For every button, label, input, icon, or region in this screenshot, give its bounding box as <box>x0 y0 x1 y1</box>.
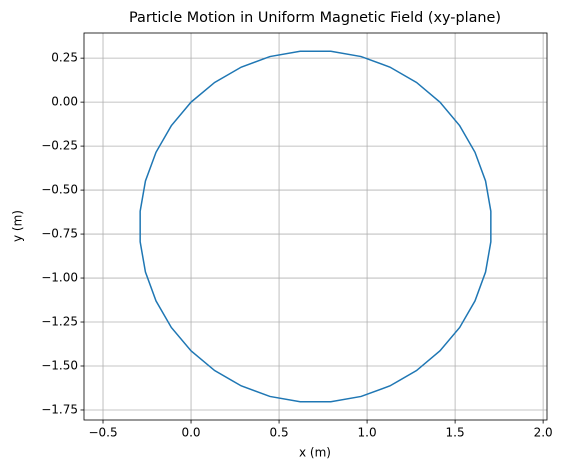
y-tick-label: −0.75 <box>41 227 78 241</box>
x-tick-label: −0.5 <box>88 426 117 440</box>
x-tick-label: 1.0 <box>358 426 377 440</box>
x-tick-label: 2.0 <box>534 426 553 440</box>
plot-frame <box>83 32 548 421</box>
y-tick-label: −0.50 <box>41 183 78 197</box>
chart-title: Particle Motion in Uniform Magnetic Fiel… <box>129 10 501 26</box>
y-tick-label: 0.00 <box>51 95 78 109</box>
y-tick-label: −0.25 <box>41 139 78 153</box>
y-tick-label: −1.25 <box>41 315 78 329</box>
x-axis-label: x (m) <box>299 446 331 460</box>
y-tick-label: −1.75 <box>41 402 78 416</box>
y-tick-label: −1.50 <box>41 358 78 372</box>
y-tick-label: 0.25 <box>51 51 78 65</box>
x-tick-label: 0.5 <box>270 426 289 440</box>
y-axis-label: y (m) <box>11 210 25 242</box>
x-tick-label: 1.5 <box>446 426 465 440</box>
line-series <box>139 50 492 403</box>
y-tick-label: −1.00 <box>41 271 78 285</box>
x-tick-label: 0.0 <box>181 426 200 440</box>
